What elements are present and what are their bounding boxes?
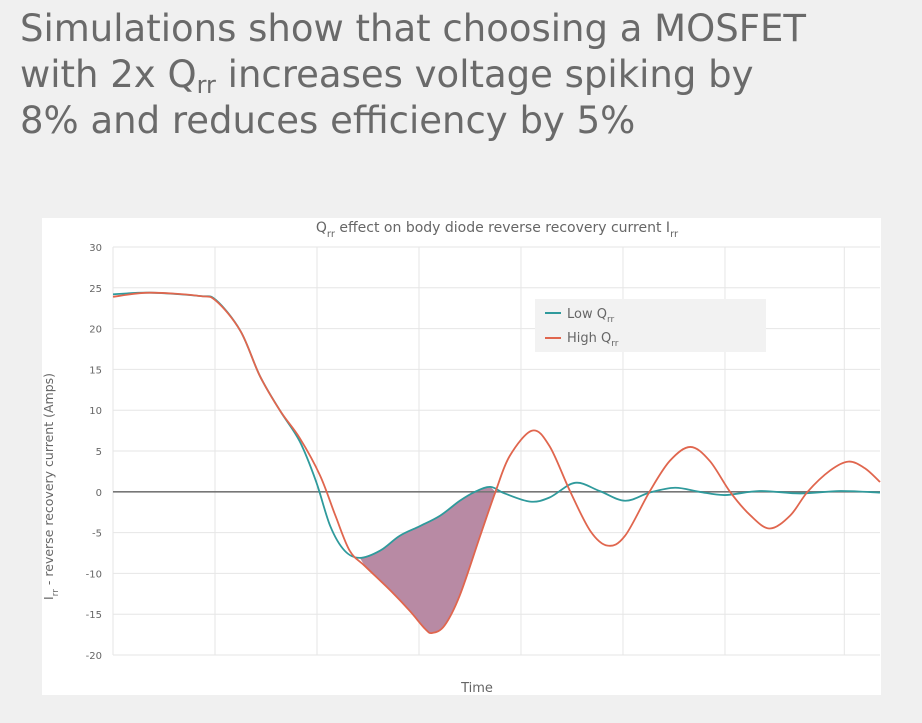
x-axis-label: Time (460, 681, 493, 696)
y-tick-label: -5 (92, 529, 102, 540)
chart-title: Qrr effect on body diode reverse recover… (316, 220, 679, 240)
y-tick-label: 0 (96, 488, 102, 499)
y-tick-label: 10 (89, 406, 102, 417)
y-tick-label: 25 (89, 284, 102, 295)
y-tick-label: 15 (89, 365, 102, 376)
headline-text: with 2x Q (20, 53, 197, 96)
headline-line-3: 8% and reduces efficiency by 5% (20, 99, 636, 142)
series-line-high-qrr (112, 291, 881, 634)
headline-subscript: rr (196, 71, 216, 99)
y-tick-label: -15 (86, 610, 102, 621)
y-tick-label: -20 (86, 651, 102, 662)
legend-label-low: Low Qrr (567, 307, 615, 325)
y-tick-label: 20 (89, 325, 102, 336)
legend-box (535, 299, 766, 352)
y-tick-label: 30 (89, 243, 102, 254)
series-lines (112, 291, 881, 634)
legend: Low Qrr High Qrr (535, 299, 766, 352)
slide-headline: Simulations show that choosing a MOSFET … (20, 6, 806, 144)
shaded-difference-area (359, 486, 496, 634)
headline-text: increases voltage spiking by (215, 53, 754, 96)
y-axis-label: Irr - reverse recovery current (Amps) (41, 373, 61, 600)
chart-card (42, 218, 881, 695)
headline-line-2: with 2x Qrr increases voltage spiking by (20, 52, 806, 98)
y-tick-labels: 30 25 20 15 10 5 0 -5 -10 -15 -20 (86, 243, 102, 662)
legend-label-high: High Qrr (567, 331, 619, 349)
y-tick-label: 5 (96, 447, 102, 458)
y-tick-label: -10 (86, 569, 102, 580)
headline-line-1: Simulations show that choosing a MOSFET (20, 7, 806, 50)
